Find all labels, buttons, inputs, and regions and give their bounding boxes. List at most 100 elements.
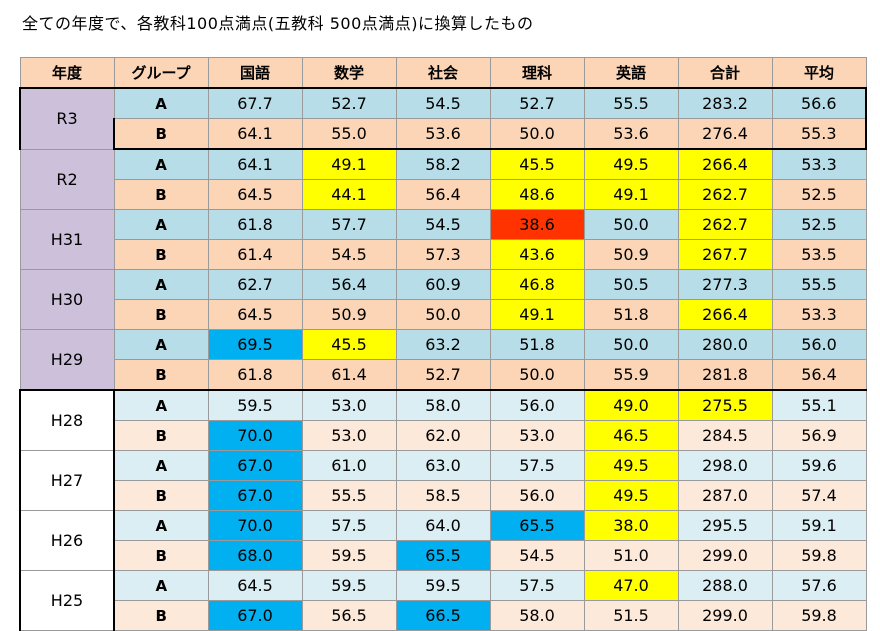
group-cell: A xyxy=(113,87,209,119)
japanese-score-cell: 64.1 xyxy=(207,148,303,180)
average-score-cell: 57.6 xyxy=(771,570,867,601)
header-japanese: 国語 xyxy=(207,57,303,89)
japanese-score-cell: 70.0 xyxy=(207,510,303,541)
average-score-cell: 52.5 xyxy=(771,179,867,210)
social-score-cell: 62.0 xyxy=(395,420,491,451)
math-score-cell: 61.0 xyxy=(301,450,397,481)
social-score-cell: 58.0 xyxy=(395,389,491,421)
japanese-score-cell: 61.8 xyxy=(207,209,303,240)
science-score-cell: 38.6 xyxy=(489,209,585,240)
social-score-cell: 64.0 xyxy=(395,510,491,541)
group-cell: A xyxy=(113,209,209,240)
group-cell: A xyxy=(113,269,209,300)
japanese-score-cell: 64.5 xyxy=(207,299,303,330)
english-score-cell: 49.5 xyxy=(583,450,679,481)
japanese-score-cell: 67.7 xyxy=(207,87,303,119)
group-cell: A xyxy=(113,570,209,601)
math-score-cell: 45.5 xyxy=(301,329,397,360)
average-score-cell: 59.1 xyxy=(771,510,867,541)
total-score-cell: 266.4 xyxy=(677,148,773,180)
header-math: 数学 xyxy=(301,57,397,89)
table-row: B 68.0 59.5 65.5 54.5 51.0 299.0 59.8 xyxy=(20,540,867,571)
year-cell: H30 xyxy=(19,269,115,330)
total-score-cell: 280.0 xyxy=(677,329,773,360)
science-score-cell: 65.5 xyxy=(489,510,585,541)
math-score-cell: 57.7 xyxy=(301,209,397,240)
total-score-cell: 299.0 xyxy=(677,540,773,571)
table-row: B 67.0 55.5 58.5 56.0 49.5 287.0 57.4 xyxy=(20,480,867,511)
math-score-cell: 55.5 xyxy=(301,480,397,511)
english-score-cell: 49.1 xyxy=(583,179,679,210)
header-average: 平均 xyxy=(771,57,867,89)
japanese-score-cell: 64.1 xyxy=(207,118,303,150)
total-score-cell: 288.0 xyxy=(677,570,773,601)
math-score-cell: 52.7 xyxy=(301,87,397,119)
group-cell: A xyxy=(113,510,209,541)
total-score-cell: 298.0 xyxy=(677,450,773,481)
average-score-cell: 56.4 xyxy=(771,359,867,391)
total-score-cell: 299.0 xyxy=(677,600,773,631)
social-score-cell: 52.7 xyxy=(395,359,491,391)
page-title: 全ての年度で、各教科100点満点(五教科 500点満点)に換算したもの xyxy=(22,14,534,33)
english-score-cell: 55.9 xyxy=(583,359,679,391)
average-score-cell: 59.8 xyxy=(771,540,867,571)
average-score-cell: 56.6 xyxy=(771,87,867,119)
total-score-cell: 275.5 xyxy=(677,389,773,421)
science-score-cell: 49.1 xyxy=(489,299,585,330)
english-score-cell: 49.5 xyxy=(583,148,679,180)
group-cell: B xyxy=(113,239,209,270)
table-row: H25 A 64.5 59.5 59.5 57.5 47.0 288.0 57.6 xyxy=(19,570,867,631)
header-row: 年度 グループ 国語 数学 社会 理科 英語 合計 平均 xyxy=(19,57,867,89)
science-score-cell: 56.0 xyxy=(489,480,585,511)
table-row: R3 A 67.7 52.7 54.5 52.7 55.5 283.2 56.6 xyxy=(19,87,867,150)
average-score-cell: 55.5 xyxy=(771,269,867,300)
science-score-cell: 57.5 xyxy=(489,570,585,601)
social-score-cell: 50.0 xyxy=(395,299,491,330)
japanese-score-cell: 61.4 xyxy=(207,239,303,270)
science-score-cell: 56.0 xyxy=(489,389,585,421)
math-score-cell: 61.4 xyxy=(301,359,397,391)
table-row: B 67.0 56.5 66.5 58.0 51.5 299.0 59.8 xyxy=(20,600,867,631)
score-table-container: 年度 グループ 国語 数学 社会 理科 英語 合計 平均 R3 A 67.7 52.7… xyxy=(19,57,867,631)
math-score-cell: 56.4 xyxy=(301,269,397,300)
math-score-cell: 54.5 xyxy=(301,239,397,270)
group-cell: B xyxy=(113,600,209,631)
year-cell: H29 xyxy=(19,329,115,391)
math-score-cell: 53.0 xyxy=(301,389,397,421)
social-score-cell: 63.2 xyxy=(395,329,491,360)
science-score-cell: 57.5 xyxy=(489,450,585,481)
social-score-cell: 63.0 xyxy=(395,450,491,481)
average-score-cell: 56.0 xyxy=(771,329,867,360)
group-cell: A xyxy=(113,450,209,481)
group-cell: B xyxy=(113,118,209,150)
science-score-cell: 45.5 xyxy=(489,148,585,180)
average-score-cell: 59.6 xyxy=(771,450,867,481)
english-score-cell: 50.9 xyxy=(583,239,679,270)
table-row: B 64.5 44.1 56.4 48.6 49.1 262.7 52.5 xyxy=(20,179,867,210)
science-score-cell: 48.6 xyxy=(489,179,585,210)
average-score-cell: 59.8 xyxy=(771,600,867,631)
table-row: R2 A 64.1 49.1 58.2 45.5 49.5 266.4 53.3 xyxy=(19,148,867,210)
math-score-cell: 50.9 xyxy=(301,299,397,330)
math-score-cell: 53.0 xyxy=(301,420,397,451)
group-cell: B xyxy=(113,420,209,451)
average-score-cell: 53.3 xyxy=(771,299,867,330)
japanese-score-cell: 59.5 xyxy=(207,389,303,421)
header-english: 英語 xyxy=(583,57,679,89)
year-cell: H28 xyxy=(19,389,115,451)
english-score-cell: 51.8 xyxy=(583,299,679,330)
table-row: B 64.1 55.0 53.6 50.0 53.6 276.4 55.3 xyxy=(20,118,867,150)
social-score-cell: 58.2 xyxy=(395,148,491,180)
table-row: H30 A 62.7 56.4 60.9 46.8 50.5 277.3 55.5 xyxy=(19,269,867,330)
japanese-score-cell: 67.0 xyxy=(207,450,303,481)
table-row: H28 A 59.5 53.0 58.0 56.0 49.0 275.5 55.1 xyxy=(19,389,867,451)
math-score-cell: 55.0 xyxy=(301,118,397,150)
average-score-cell: 53.5 xyxy=(771,239,867,270)
science-score-cell: 58.0 xyxy=(489,600,585,631)
english-score-cell: 51.5 xyxy=(583,600,679,631)
science-score-cell: 52.7 xyxy=(489,87,585,119)
table-row: H27 A 67.0 61.0 63.0 57.5 49.5 298.0 59.6 xyxy=(19,450,867,511)
math-score-cell: 59.5 xyxy=(301,570,397,601)
year-cell: R2 xyxy=(19,148,115,210)
social-score-cell: 57.3 xyxy=(395,239,491,270)
